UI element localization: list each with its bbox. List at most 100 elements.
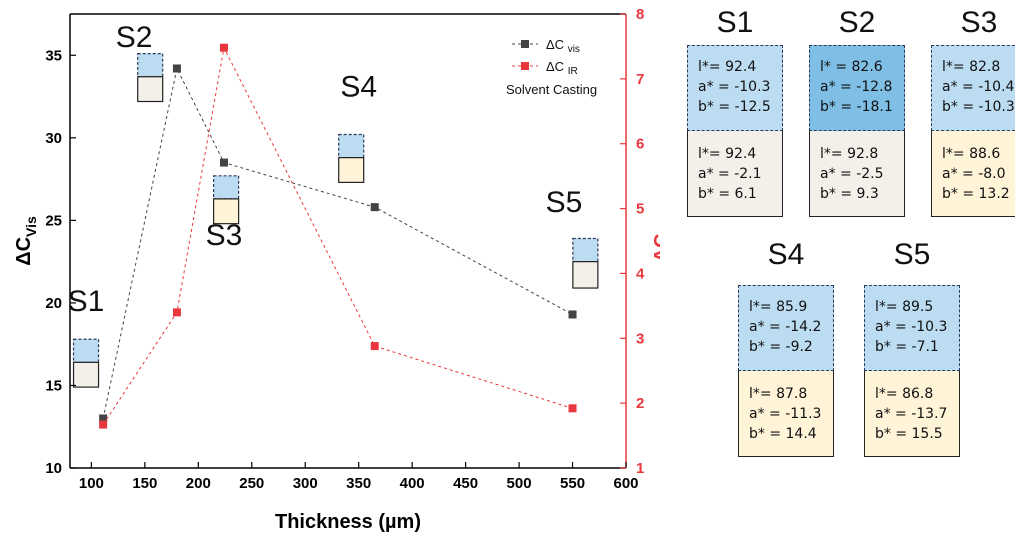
data-point (370, 342, 379, 351)
sample-title: S1 (716, 6, 754, 39)
y-right-tick-label: 8 (636, 6, 644, 23)
bottom-a-value: a* = -11.3 (749, 406, 822, 422)
y-left-tick-label: 10 (45, 460, 62, 477)
bottom-a-value: a* = -2.1 (698, 166, 762, 182)
bottom-a-value: a* = -13.7 (875, 406, 948, 422)
sample-card: l*= 85.9 a* = -14.2 b* = -9.2 l*= 87.8 a… (738, 285, 834, 457)
data-point (99, 414, 108, 423)
sample-card: l* = 82.6 a* = -12.8 b* = -18.1 l*= 92.8… (809, 45, 905, 217)
sample-card: l*= 89.5 a* = -10.3 b* = -7.1 l*= 86.8 a… (864, 285, 960, 457)
bottom-b-value: b* = 13.2 (942, 186, 1010, 202)
data-point (568, 310, 577, 319)
y-left-tick-label: 35 (45, 47, 62, 64)
sample-annotation: S5 (546, 186, 583, 219)
sample-annotation: S3 (206, 219, 243, 252)
y-right-tick-label: 7 (636, 71, 644, 88)
sample-annotation: S4 (340, 71, 377, 104)
bottom-a-value: a* = -2.5 (820, 166, 884, 182)
legend-label: ΔC vis (546, 37, 580, 55)
y-left-tick-label: 25 (45, 212, 62, 229)
sample-title: S4 (767, 238, 805, 271)
y-right-tick-label: 2 (636, 395, 644, 412)
sample-card: l*= 82.8 a* = -10.4 b* = -10.3 l*= 88.6 … (931, 45, 1015, 217)
x-tick-label: 100 (79, 475, 104, 492)
data-point (370, 203, 379, 212)
sample-top-color: l*= 92.4 a* = -10.3 b* = -12.5 (687, 45, 783, 131)
sample-title: S5 (893, 238, 931, 271)
y-left-tick-label: 20 (45, 295, 62, 312)
swatch-top (137, 53, 164, 78)
sample-bottom-color: l*= 87.8 a* = -11.3 b* = 14.4 (738, 371, 834, 457)
top-a-value: a* = -14.2 (749, 319, 822, 335)
sample-bottom-color: l*= 92.8 a* = -2.5 b* = 9.3 (809, 131, 905, 217)
x-tick-label: 400 (400, 475, 425, 492)
sample-card: l*= 92.4 a* = -10.3 b* = -12.5 l*= 92.4 … (687, 45, 783, 217)
bottom-b-value: b* = 6.1 (698, 186, 757, 202)
x-tick-label: 450 (453, 475, 478, 492)
top-l-value: l*= 89.5 (875, 299, 934, 315)
bottom-l-value: l*= 88.6 (942, 146, 1001, 162)
data-point (219, 158, 228, 167)
sample-top-color: l*= 89.5 a* = -10.3 b* = -7.1 (864, 285, 960, 371)
top-a-value: a* = -10.4 (942, 79, 1015, 95)
top-l-value: l*= 92.4 (698, 59, 757, 75)
x-tick-label: 550 (560, 475, 585, 492)
y-left-tick-label: 15 (45, 377, 62, 394)
top-a-value: a* = -10.3 (875, 319, 948, 335)
top-l-value: l*= 85.9 (749, 299, 808, 315)
y-left-tick-label: 30 (45, 130, 62, 147)
y-right-tick-label: 4 (636, 265, 645, 282)
data-point (568, 404, 577, 413)
y-left-axis-label: ΔCVis (13, 216, 39, 266)
top-a-value: a* = -10.3 (698, 79, 771, 95)
chart: 100 150 200 250 300 350 400 450 500 550 6001015202… (13, 6, 660, 533)
swatch-top (72, 338, 100, 363)
sample-top-color: l* = 82.6 a* = -12.8 b* = -18.1 (809, 45, 905, 131)
x-tick-label: 600 (613, 475, 638, 492)
swatch-top (572, 237, 599, 263)
x-tick-label: 350 (346, 475, 371, 492)
sample-top-color: l*= 85.9 a* = -14.2 b* = -9.2 (738, 285, 834, 371)
legend-label: ΔC IR (546, 59, 578, 77)
bottom-l-value: l*= 92.4 (698, 146, 757, 162)
x-tick-label: 300 (293, 475, 318, 492)
x-tick-label: 150 (132, 475, 157, 492)
top-a-value: a* = -12.8 (820, 79, 893, 95)
sample-bottom-color: l*= 88.6 a* = -8.0 b* = 13.2 (931, 131, 1015, 217)
bottom-a-value: a* = -8.0 (942, 166, 1006, 182)
swatch-bottom (137, 76, 164, 103)
series-line (102, 46, 573, 425)
bottom-b-value: b* = 15.5 (875, 426, 943, 442)
bottom-b-value: b* = 9.3 (820, 186, 879, 202)
x-tick-label: 250 (239, 475, 264, 492)
sample-title: S2 (838, 6, 876, 39)
top-b-value: b* = -10.3 (942, 99, 1015, 115)
y-right-tick-label: 6 (636, 136, 644, 153)
swatch-bottom (213, 198, 240, 225)
swatch-bottom (572, 261, 599, 289)
swatch-bottom (338, 157, 365, 183)
top-b-value: b* = -12.5 (698, 99, 771, 115)
swatch-top (213, 175, 240, 200)
top-l-value: l* = 82.6 (820, 59, 883, 75)
swatch-bottom (72, 361, 100, 388)
sample-bottom-color: l*= 86.8 a* = -13.7 b* = 15.5 (864, 371, 960, 457)
x-tick-label: 200 (186, 475, 211, 492)
x-axis-label: Thickness (µm) (275, 511, 421, 533)
bottom-b-value: b* = 14.4 (749, 426, 817, 442)
bottom-l-value: l*= 87.8 (749, 386, 808, 402)
series-line (102, 66, 573, 419)
sample-title: S3 (960, 6, 998, 39)
sample-top-color: l*= 82.8 a* = -10.4 b* = -10.3 (931, 45, 1015, 131)
sample-annotation: S2 (116, 21, 153, 54)
y-right-tick-label: 1 (636, 460, 644, 477)
bottom-l-value: l*= 86.8 (875, 386, 934, 402)
y-right-tick-label: 3 (636, 330, 644, 347)
x-tick-label: 500 (507, 475, 532, 492)
top-b-value: b* = -18.1 (820, 99, 893, 115)
data-point (172, 64, 181, 73)
legend-marker (521, 40, 529, 48)
y-right-tick-label: 5 (636, 201, 644, 218)
data-point (99, 420, 108, 429)
